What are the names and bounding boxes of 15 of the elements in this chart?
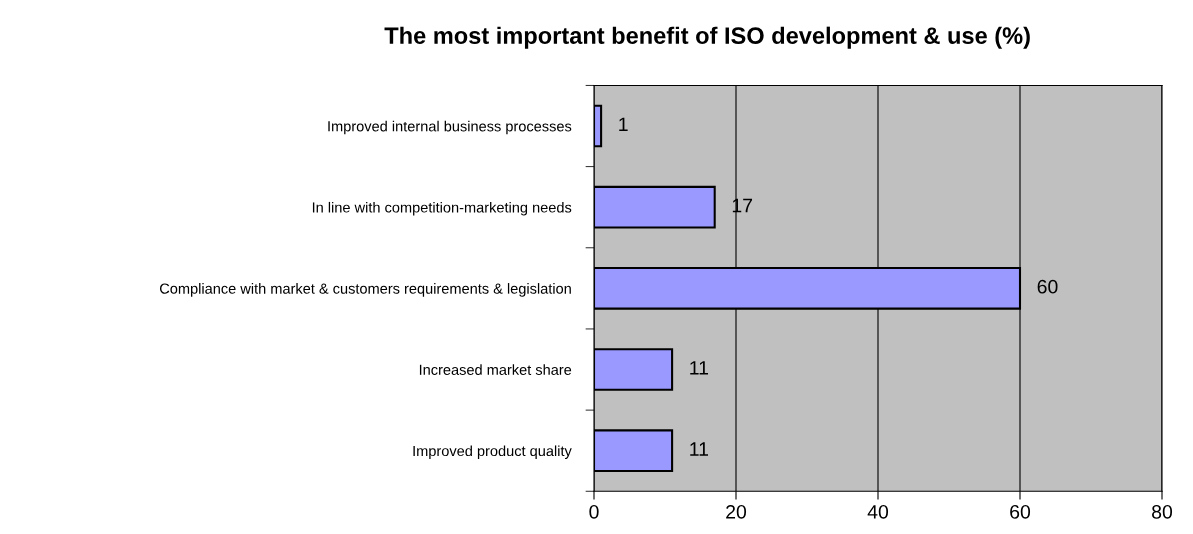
data-label: 11 [690, 361, 709, 375]
y-tick-label: In line with competition-marketing needs [312, 201, 572, 216]
y-tick-label: Improved product quality [413, 445, 572, 460]
data-label: 11 [690, 442, 709, 456]
chart-title: The most important benefit of ISO development & use (%) [384, 26, 1030, 49]
x-tick-label: 40 [867, 504, 889, 519]
data-label: 60 [1037, 279, 1058, 294]
y-tick-label: Compliance with market & customers requirements & legislation [159, 283, 571, 297]
x-tick-label: 60 [1010, 504, 1031, 519]
y-tick-label: Improved internal business processes [328, 120, 572, 135]
x-tick-label: 80 [1152, 504, 1173, 519]
data-label: 1 [619, 117, 628, 132]
x-tick-label: 20 [726, 504, 747, 519]
y-tick-label: Increased market share [419, 364, 572, 375]
x-tick-label: 0 [589, 504, 599, 519]
